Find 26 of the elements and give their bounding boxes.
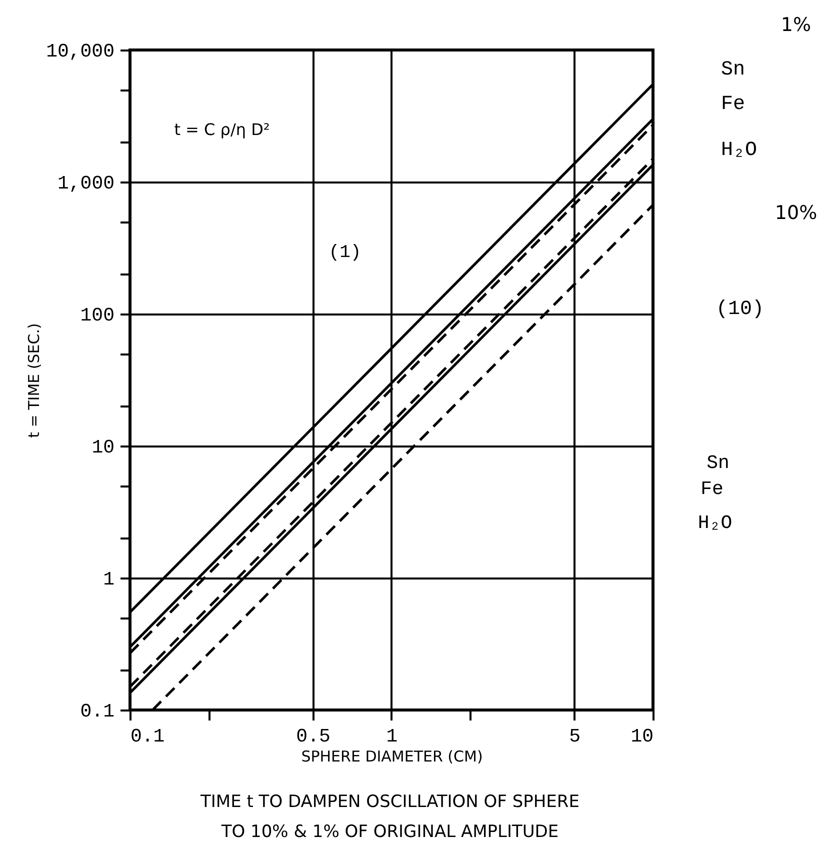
annotation: t = C ρ/η D²	[174, 120, 270, 139]
y-tick-label: 0.1	[80, 700, 114, 722]
text: (10)	[716, 298, 764, 321]
y-tick-label: 10	[92, 436, 114, 458]
annotation: (1)	[328, 243, 362, 263]
x-tick-label: 0.1	[130, 726, 165, 748]
y-tick-label: 1,000	[57, 172, 114, 194]
x-tick-label: 10	[630, 726, 654, 748]
text: Fe	[721, 93, 746, 116]
text: TO 10% & 1% OF ORIGINAL AMPLITUDE	[220, 822, 559, 842]
y-tick-label: 10,000	[46, 40, 114, 62]
y-axis-title: t = TIME (SEC.)	[25, 323, 44, 438]
text: 1%	[780, 14, 812, 36]
text: TIME t TO DAMPEN OSCILLATION OF SPHERE	[200, 792, 580, 812]
text: Sn	[706, 452, 730, 474]
y-tick-label: 100	[80, 304, 114, 326]
y-tick-label: 1	[103, 568, 114, 590]
x-tick-label: 0.5	[296, 726, 330, 748]
text: H₂O	[698, 512, 732, 534]
x-axis-title: SPHERE DIAMETER (CM)	[301, 748, 483, 766]
text: 10%	[774, 202, 818, 224]
text: Sn	[721, 58, 746, 82]
x-tick-label: 1	[386, 726, 398, 748]
text: H₂O	[721, 138, 758, 162]
text: Fe	[700, 478, 724, 500]
x-tick-label: 5	[569, 726, 580, 748]
